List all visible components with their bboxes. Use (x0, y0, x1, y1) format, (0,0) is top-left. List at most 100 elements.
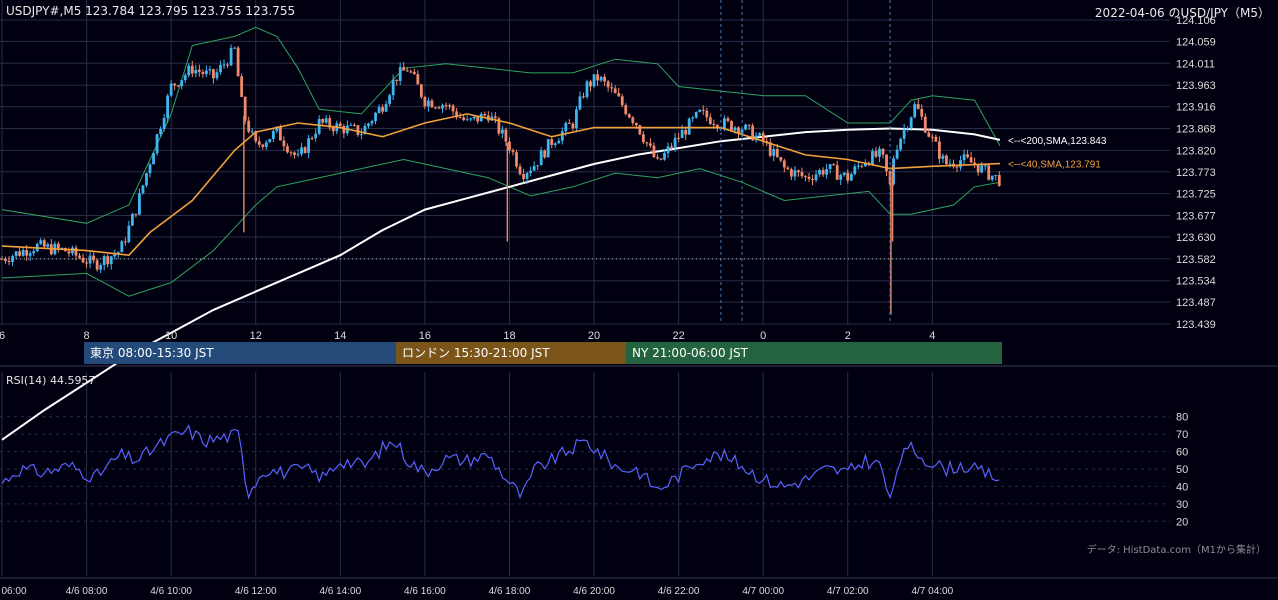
candle-body (892, 158, 895, 185)
candle-body (708, 117, 712, 124)
candle (659, 158, 663, 161)
candle-body (282, 140, 286, 147)
candle-body (391, 79, 395, 96)
candle-body (11, 256, 14, 262)
candle (388, 93, 392, 107)
candle-body (772, 149, 776, 156)
candle-body (338, 123, 342, 127)
candle-body (515, 152, 518, 167)
candle-body (948, 163, 952, 165)
candle (649, 138, 652, 148)
candle-body (219, 64, 222, 73)
rsi-tick-label: 70 (1176, 429, 1188, 441)
candle (448, 103, 451, 110)
time-axis-label: 4/6 12:00 (235, 586, 277, 597)
candle (472, 116, 476, 121)
candle (469, 117, 473, 122)
candle (525, 171, 529, 185)
candle-body (941, 155, 945, 159)
candle-body (109, 256, 113, 265)
candle (434, 106, 437, 110)
candle-body (381, 107, 384, 112)
candle-body (342, 126, 346, 134)
candle-body (307, 138, 310, 153)
candle-body (962, 154, 966, 161)
candle (342, 123, 346, 139)
candle (990, 175, 994, 182)
candle-body (737, 127, 740, 134)
axis-labels: 124.106 124.059 124.011 123.963 123.916 123.8… (0, 15, 1216, 597)
candle-body (370, 121, 374, 124)
candle-body (462, 117, 466, 121)
candle-body (839, 175, 843, 180)
candle (32, 248, 36, 257)
candle-body (127, 225, 131, 243)
candle-body (863, 162, 867, 167)
candle-body (395, 79, 399, 81)
candle-body (821, 169, 825, 175)
candle (123, 237, 127, 246)
candle (874, 147, 878, 159)
candle-body (937, 141, 941, 159)
candle (557, 138, 561, 144)
hour-tick-label: 18 (503, 330, 515, 342)
candle-body (627, 114, 631, 118)
candle (899, 137, 903, 152)
candle (437, 105, 441, 110)
candle (303, 146, 307, 154)
candle (684, 126, 688, 140)
candle (617, 87, 621, 97)
candle-body (599, 76, 603, 81)
candle (222, 59, 226, 69)
candle-body (990, 175, 994, 180)
candle-body (190, 65, 194, 74)
candle (856, 162, 860, 170)
candle-body (832, 164, 836, 166)
candle (881, 148, 885, 159)
candle (462, 115, 466, 122)
candle-body (980, 165, 984, 173)
candle (768, 138, 772, 158)
candle (772, 145, 776, 162)
candle-body (564, 122, 568, 132)
candle (296, 148, 300, 158)
candle-body (483, 113, 487, 116)
candle-body (828, 164, 832, 169)
candle (871, 148, 874, 166)
price-tick-label: 123.439 (1176, 319, 1216, 331)
symbol-header: USDJPY#,M5 123.784 123.795 123.755 123.7… (6, 4, 296, 18)
candle-body (476, 116, 480, 122)
candle-body (811, 179, 814, 181)
candle (236, 45, 240, 77)
candle-body (691, 117, 695, 119)
candle (553, 142, 557, 148)
candle-body (782, 160, 786, 168)
candle (670, 142, 673, 151)
sma-value-label: <--<200,SMA,123.843 (1008, 136, 1107, 147)
candle (800, 167, 804, 179)
candle (536, 165, 540, 171)
candle-body (81, 257, 85, 263)
candle (804, 175, 807, 182)
candle-body (360, 134, 363, 136)
grid-lines (0, 0, 1278, 579)
candle-body (204, 70, 208, 75)
candle (286, 143, 289, 154)
candle-body (402, 67, 406, 71)
candle-body (236, 47, 240, 77)
candle-body (804, 176, 807, 178)
candle-body (264, 142, 268, 147)
candle (4, 256, 7, 264)
candle (204, 65, 208, 78)
candle (127, 220, 131, 244)
candle (289, 150, 293, 157)
candle (592, 74, 596, 89)
candle-body (437, 107, 441, 109)
candle-body (874, 151, 878, 157)
candle-body (78, 255, 81, 258)
candle-body (152, 153, 155, 165)
candle (603, 73, 607, 86)
rsi-tick-label: 40 (1176, 481, 1188, 493)
candle-body (166, 95, 170, 118)
candle (92, 252, 96, 264)
